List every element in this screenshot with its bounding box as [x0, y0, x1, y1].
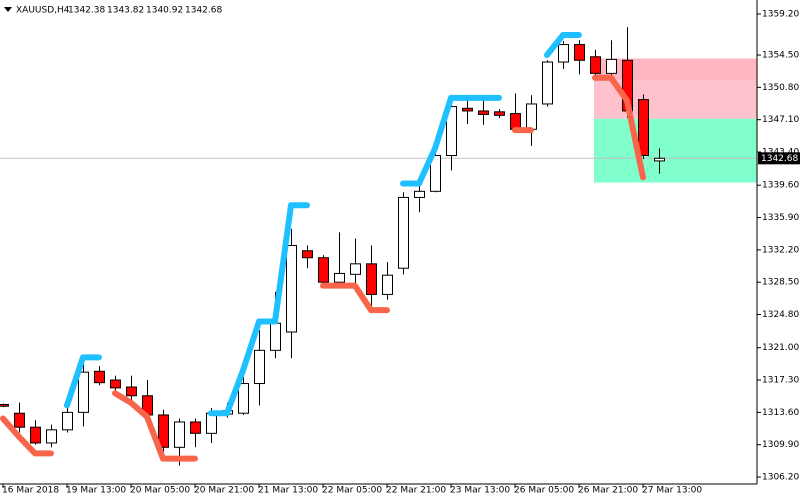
candle-body: [414, 190, 425, 198]
candle-body: [366, 263, 377, 295]
candle-body: [494, 111, 505, 116]
candle-body: [62, 411, 73, 431]
y-tick-label: 1321.00: [762, 343, 799, 353]
dropdown-icon: [4, 7, 12, 12]
candle-body: [206, 412, 217, 434]
y-tick-label: 1328.50: [762, 278, 799, 288]
candle-body: [318, 257, 329, 283]
y-tick-label: 1335.90: [762, 213, 799, 223]
candle-body: [590, 56, 601, 74]
candle-body: [606, 58, 617, 74]
x-tick-label: 22 Mar 05:00: [322, 486, 382, 496]
x-tick-label: 26 Mar 05:00: [514, 486, 574, 496]
candle-body: [574, 44, 585, 61]
candle-body: [94, 370, 105, 384]
candle-body: [302, 250, 313, 259]
y-tick-label: 1347.10: [762, 115, 799, 125]
candle-body: [350, 263, 361, 275]
candles: [0, 27, 665, 466]
zone: [594, 118, 757, 183]
zone: [594, 58, 757, 81]
candle-body: [542, 61, 553, 105]
current-price-box: [758, 152, 800, 165]
indicator-line: [0, 74, 646, 462]
candle-body: [254, 349, 265, 385]
candle-body: [510, 113, 521, 130]
candle-body: [654, 157, 665, 162]
y-tick-label: 1350.80: [762, 83, 799, 93]
candle-body: [14, 412, 25, 428]
candle-body: [110, 379, 121, 389]
candle-body: [382, 274, 393, 295]
x-tick-label: 19 Mar 13:00: [66, 486, 126, 496]
x-tick-label: 26 Mar 21:00: [578, 486, 638, 496]
candle-body: [30, 426, 41, 444]
y-tick-label: 1324.80: [762, 310, 799, 320]
candle-body: [174, 421, 185, 448]
zones: [594, 58, 757, 183]
zone: [594, 80, 757, 119]
x-tick-label: 20 Mar 05:00: [130, 486, 190, 496]
candle-body: [430, 155, 441, 192]
x-tick-label: 20 Mar 21:00: [194, 486, 254, 496]
indicator-lines: [0, 31, 646, 462]
x-tick-label: 16 Mar 2018: [2, 486, 59, 496]
x-tick-label: 23 Mar 13:00: [450, 486, 510, 496]
candle-body: [638, 99, 649, 157]
y-tick-label: 1332.20: [762, 245, 799, 255]
current-price-label: 1342.68: [761, 154, 798, 164]
ohlc-low: 1340.92: [146, 6, 183, 16]
y-tick-label: 1313.60: [762, 408, 799, 418]
candle-body: [190, 421, 201, 434]
candle-body: [286, 244, 297, 333]
x-tick-label: 22 Mar 21:00: [386, 486, 446, 496]
ohlc-open: 1342.38: [68, 6, 105, 16]
y-tick-label: 1354.50: [762, 51, 799, 61]
candle-body: [334, 272, 345, 283]
y-tick-label: 1309.90: [762, 440, 799, 450]
candle-body: [558, 44, 569, 63]
candle-body: [446, 106, 457, 157]
candle-body: [158, 414, 169, 448]
candle-body: [270, 322, 281, 351]
candle-body: [478, 110, 489, 115]
candle-body: [0, 403, 9, 407]
candle-body: [398, 196, 409, 269]
candle-body: [126, 386, 137, 397]
y-tick-label: 1339.60: [762, 181, 799, 191]
ohlc-close: 1342.68: [185, 6, 222, 16]
y-tick-label: 1359.20: [762, 9, 799, 19]
y-tick-label: 1317.30: [762, 376, 799, 386]
candle-body: [526, 103, 537, 130]
indicator-line: [64, 31, 582, 417]
symbol: XAUUSD,H4: [16, 6, 70, 16]
ohlc-high: 1343.82: [107, 6, 144, 16]
x-tick-label: 27 Mar 13:00: [642, 486, 702, 496]
candle-body: [78, 371, 89, 413]
candle-body: [238, 383, 249, 414]
candle-body: [462, 107, 473, 112]
header: XAUUSD,H4 1342.38 1343.82 1340.92 1342.6…: [4, 6, 222, 16]
y-tick-label: 1306.20: [762, 473, 799, 483]
x-tick-label: 21 Mar 13:00: [258, 486, 318, 496]
candle-body: [46, 429, 57, 444]
